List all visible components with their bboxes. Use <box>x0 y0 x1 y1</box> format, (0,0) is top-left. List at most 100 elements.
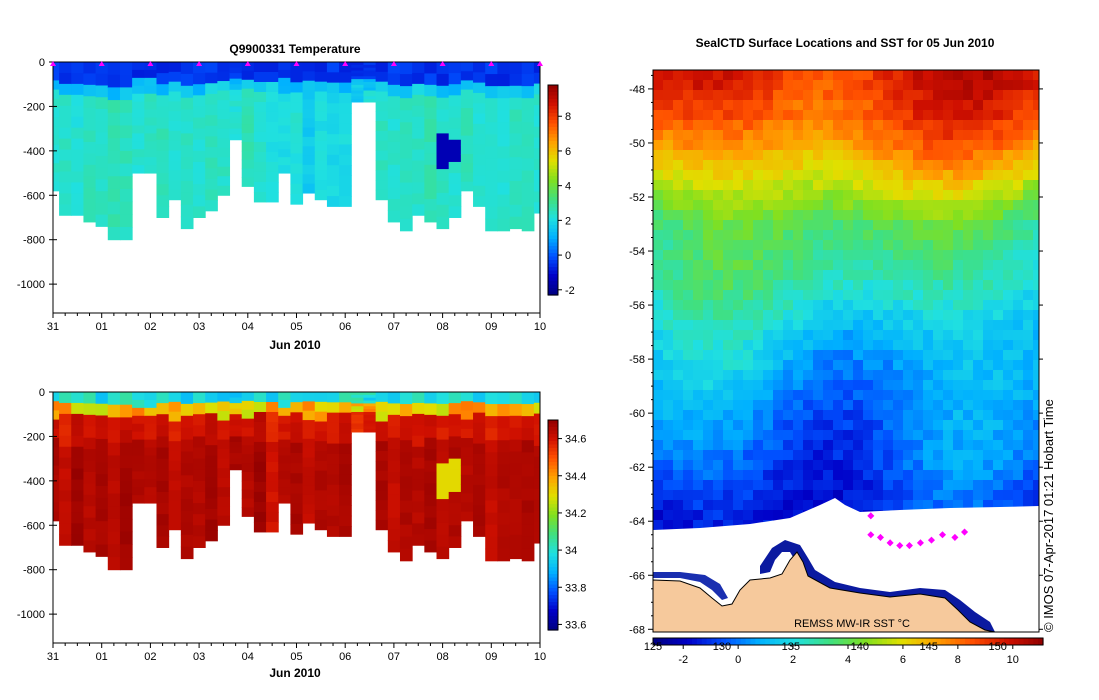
profile-cell <box>229 392 243 399</box>
sst-cell <box>853 260 864 271</box>
colorbar-swatch <box>901 638 908 645</box>
profile-cell <box>473 196 486 207</box>
sst-cell <box>813 400 824 411</box>
sst-cell <box>823 260 834 271</box>
profile-cell <box>485 62 498 75</box>
sst-cell <box>723 330 734 341</box>
sst-cell <box>653 270 664 281</box>
colorbar-swatch <box>548 267 558 272</box>
sst-cell <box>843 150 854 161</box>
sst-cell <box>743 330 754 341</box>
profile-cell <box>107 188 121 203</box>
sst-cell <box>743 370 754 381</box>
sst-cell <box>1003 470 1014 481</box>
x-tick-label: 07 <box>388 321 400 333</box>
sst-cell <box>963 330 974 341</box>
profile-cell <box>424 483 438 496</box>
profile-cell <box>168 111 182 122</box>
sst-cell <box>813 320 824 331</box>
profile-cell <box>205 519 218 531</box>
sst-cell <box>1033 80 1039 91</box>
sst-cell <box>703 310 714 321</box>
sst-cell <box>723 310 734 321</box>
profile-cell <box>266 171 279 183</box>
sst-cell <box>853 310 864 321</box>
sst-cell <box>733 70 744 81</box>
sst-cell <box>753 410 764 421</box>
sst-cell <box>1013 100 1024 111</box>
profile-cell <box>497 194 511 208</box>
sst-cell <box>703 380 714 391</box>
sst-cell <box>823 280 834 291</box>
sst-cell <box>1033 160 1039 171</box>
profile-cell <box>266 392 279 403</box>
profile-cell <box>278 439 291 449</box>
sst-cell <box>1013 190 1024 201</box>
sst-cell <box>733 400 744 411</box>
sst-cell <box>923 240 934 251</box>
colorbar-tick-label: 6 <box>900 654 906 666</box>
profile-cell <box>351 76 364 80</box>
profile-cell <box>399 182 413 196</box>
sst-cell <box>743 200 754 211</box>
sst-cell <box>983 360 994 371</box>
profile-cell <box>509 415 523 429</box>
sst-cell <box>963 120 974 131</box>
sst-cell <box>763 460 774 471</box>
colorbar-swatch <box>548 204 558 209</box>
profile-cell <box>302 174 316 185</box>
profile-cell <box>375 111 389 122</box>
profile-cell <box>412 72 425 85</box>
sst-cell <box>913 480 924 491</box>
profile-cell <box>168 71 182 83</box>
profile-cell <box>229 441 243 449</box>
sst-cell <box>923 140 934 151</box>
sst-cell <box>713 420 724 431</box>
profile-cell <box>509 133 523 146</box>
sst-cell <box>993 70 1004 81</box>
sst-cell <box>863 130 874 141</box>
sst-cell <box>853 110 864 121</box>
sst-cell <box>933 160 944 171</box>
sst-cell <box>803 80 814 91</box>
colorbar-swatch <box>789 638 795 645</box>
sst-cell <box>783 140 794 151</box>
sst-cell <box>963 440 974 451</box>
profile-cell <box>339 515 352 527</box>
sst-cell <box>663 80 674 91</box>
sst-cell <box>903 190 914 201</box>
profile-cell <box>253 411 267 423</box>
profile-cell <box>53 154 60 164</box>
colorbar-swatch <box>955 638 961 645</box>
sst-cell <box>993 260 1004 271</box>
sst-cell <box>783 470 794 481</box>
sst-cell <box>1023 70 1034 81</box>
sst-cell <box>653 310 664 321</box>
sst-cell <box>753 170 764 181</box>
colorbar-swatch <box>662 638 669 645</box>
sst-cell <box>703 170 714 181</box>
colorbar-swatch <box>857 638 864 645</box>
sst-cell <box>703 100 714 111</box>
profile-cell <box>205 508 218 521</box>
sst-cell <box>953 120 964 131</box>
profile-cell <box>521 170 535 184</box>
sst-cell <box>853 430 864 441</box>
profile-cell <box>412 446 425 459</box>
profile-cell <box>83 414 97 427</box>
colorbar-swatch <box>989 638 995 645</box>
sst-cell <box>943 430 954 441</box>
profile-cell <box>278 392 291 401</box>
sst-cell <box>953 500 964 511</box>
profile-cell <box>473 72 486 84</box>
profile-cell <box>119 417 133 431</box>
profile-cell <box>132 399 145 409</box>
sst-cell <box>993 270 1004 281</box>
sst-cell <box>843 430 854 441</box>
sst-cell <box>683 70 694 81</box>
profile-cell <box>59 116 72 129</box>
sst-cell <box>773 250 784 261</box>
sst-cell <box>863 100 874 111</box>
profile-cell <box>521 548 535 562</box>
profile-cell <box>193 503 206 515</box>
